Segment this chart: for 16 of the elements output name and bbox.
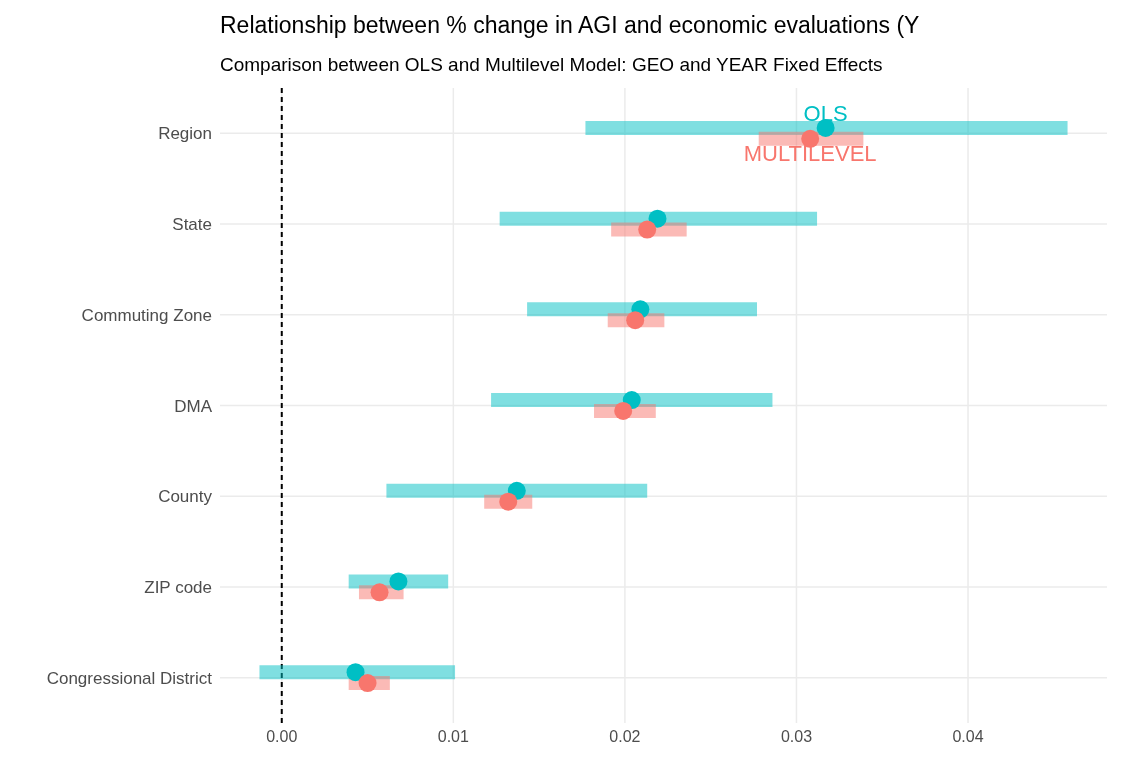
chart-title: Relationship between % change in AGI and economic evaluations (Y: [220, 12, 920, 39]
x-tick-label: 0.01: [437, 728, 469, 746]
x-tick-label: 0.02: [609, 728, 641, 746]
y-tick-label: DMA: [174, 396, 213, 416]
x-tick-label: 0.03: [780, 728, 813, 746]
x-tick-label: 0.04: [952, 728, 984, 746]
chart-subtitle: Comparison between OLS and Multilevel Model: GEO and YEAR Fixed Effects: [220, 54, 883, 76]
y-tick-label: ZIP code: [144, 577, 212, 597]
y-tick-label: County: [158, 487, 213, 507]
y-tick-label: Commuting Zone: [81, 305, 212, 325]
x-tick-label: 0.00: [266, 728, 298, 746]
y-tick-label: Region: [158, 124, 212, 144]
y-tick-label: State: [172, 215, 212, 235]
series-label: OLS: [803, 100, 848, 126]
y-tick-label: Congressional District: [46, 668, 213, 688]
series-label: MULTILEVEL: [743, 140, 877, 166]
